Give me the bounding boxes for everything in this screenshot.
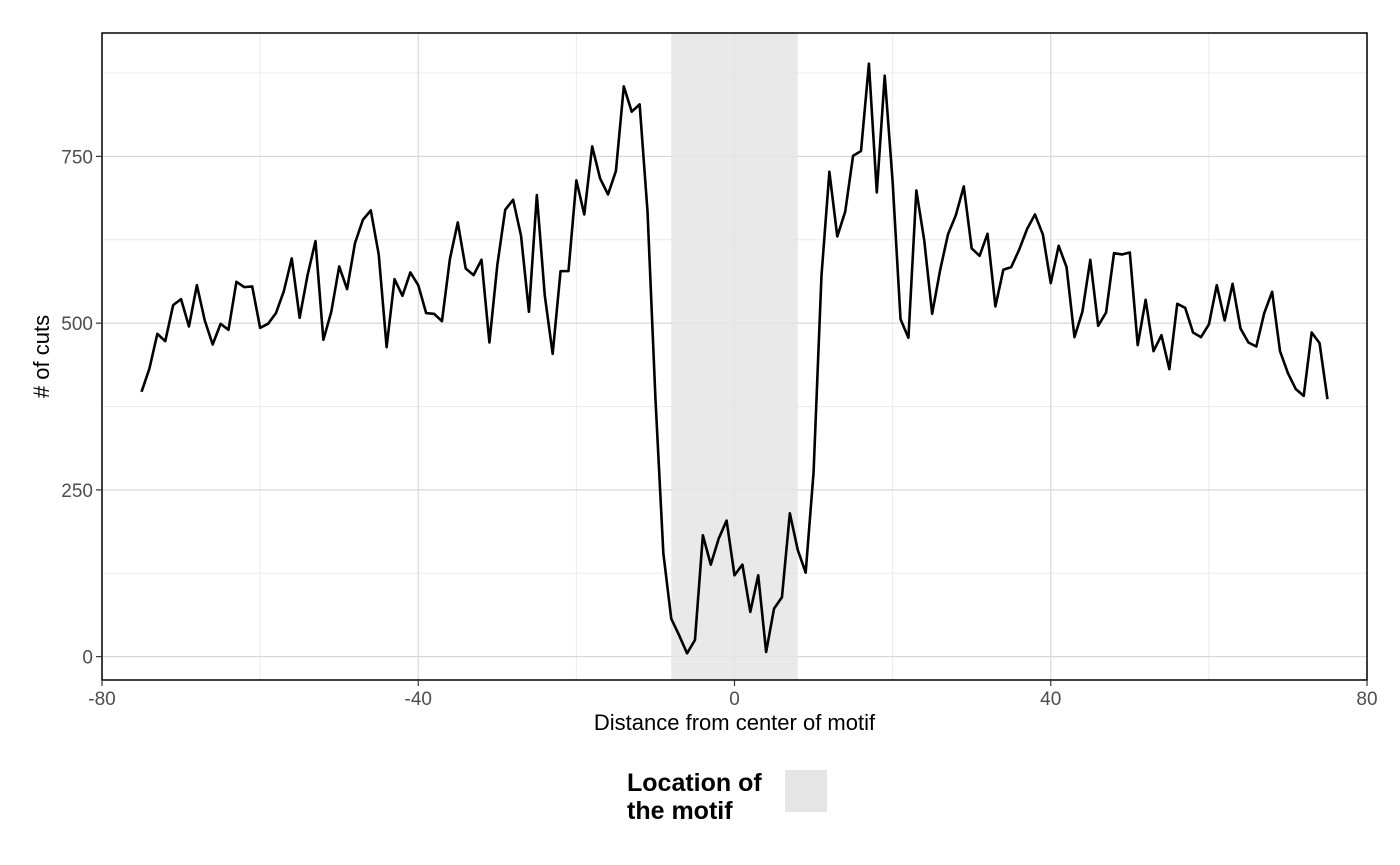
y-tick-label: 0 (82, 648, 93, 669)
x-tick-label: -80 (88, 689, 115, 710)
y-tick-label: 500 (61, 314, 93, 335)
legend-title-line-1: Location of (627, 769, 762, 797)
y-tick-label: 750 (61, 147, 93, 168)
motif-location-band (671, 33, 798, 680)
cuts-series-line (140, 62, 1329, 655)
legend: Location of the motif (627, 769, 827, 825)
x-tick-label: 80 (1356, 689, 1377, 710)
x-axis-title: Distance from center of motif (594, 710, 876, 735)
y-tick-label: 250 (61, 481, 93, 502)
legend-title: Location of the motif (627, 769, 769, 825)
x-tick-label: 40 (1040, 689, 1061, 710)
y-axis: 0 250 500 750 (61, 147, 102, 669)
x-tick-label: -40 (405, 689, 432, 710)
x-tick-label: 0 (729, 689, 740, 710)
legend-key-swatch (785, 770, 827, 812)
legend-title-line-2: the motif (627, 797, 733, 825)
y-axis-title: # of cuts (29, 315, 54, 398)
x-axis: -80 -40 0 40 80 (88, 680, 1378, 710)
